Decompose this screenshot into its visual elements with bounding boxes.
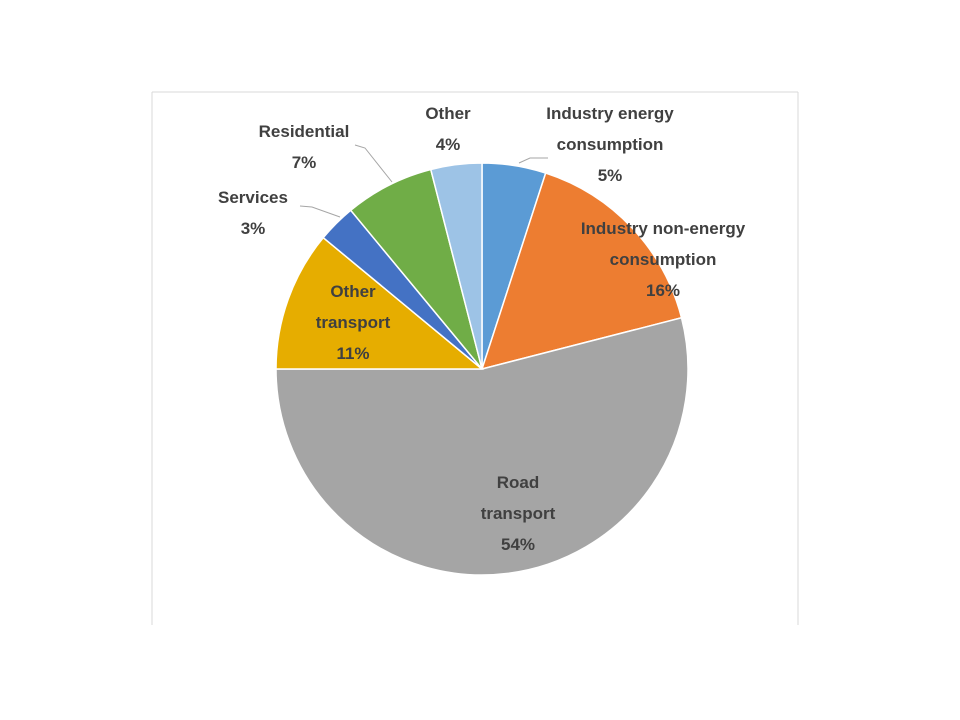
data-label: Other transport 11% <box>298 276 408 369</box>
pie-slice <box>429 162 483 370</box>
pie-slice <box>275 316 689 576</box>
pie-slice <box>275 236 485 370</box>
value-label: 11% <box>336 344 370 363</box>
leader-line <box>518 157 548 164</box>
leader-line <box>354 144 393 183</box>
category-label: Residential <box>258 122 350 141</box>
data-label: Industry non-energy consumption 16% <box>551 213 776 306</box>
value-label: 5% <box>597 166 623 185</box>
category-label: Services <box>218 188 288 207</box>
leader-line <box>299 205 341 218</box>
category-label: Industry energy consumption <box>546 104 674 154</box>
data-label: Services 3% <box>198 182 308 244</box>
value-label: 4% <box>435 135 461 154</box>
value-label: 54% <box>500 535 536 554</box>
pie-slice <box>480 172 683 371</box>
value-label: 7% <box>291 153 317 172</box>
category-label: Industry non-energy consumption <box>580 219 746 269</box>
data-label: Other 4% <box>408 98 488 160</box>
category-label: Other <box>425 104 471 123</box>
category-label: Road transport <box>480 473 556 523</box>
data-label: Road transport 54% <box>463 467 573 560</box>
data-label: Industry energy consumption 5% <box>523 98 698 191</box>
category-label: Other transport <box>315 282 391 332</box>
value-label: 16% <box>645 281 681 300</box>
data-label: Residential 7% <box>249 116 359 178</box>
value-label: 3% <box>240 219 266 238</box>
